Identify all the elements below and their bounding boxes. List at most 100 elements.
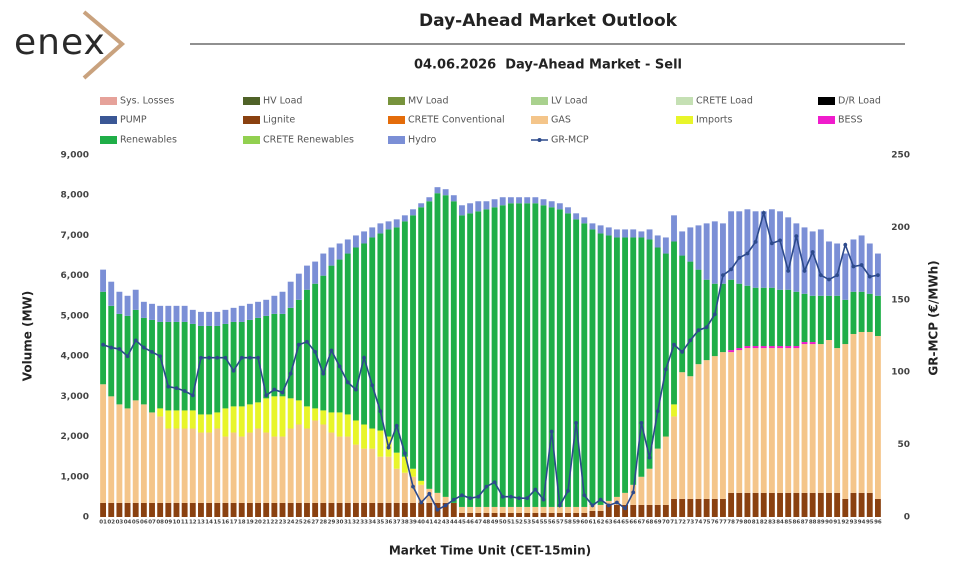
legend-swatch — [388, 136, 405, 144]
x-tick-label: 57 — [556, 520, 564, 526]
price-marker — [386, 445, 391, 450]
bar-segment — [295, 502, 302, 517]
x-tick-label: 19 — [246, 520, 254, 526]
bar-segment — [108, 281, 115, 306]
x-tick-label: 94 — [858, 520, 866, 526]
price-marker — [557, 503, 562, 508]
price-marker — [402, 451, 407, 456]
bar-segment — [189, 309, 196, 324]
x-tick-label: 01 — [99, 520, 107, 526]
legend-swatch — [243, 136, 260, 144]
bar-segment — [328, 265, 335, 413]
price-marker — [223, 355, 228, 360]
bar-segment — [450, 195, 457, 202]
bar-segment — [165, 410, 172, 429]
bar-segment — [793, 348, 800, 493]
x-tick-label: 45 — [458, 520, 466, 526]
bar-segment — [834, 348, 841, 493]
bar-segment — [475, 512, 482, 517]
bar-segment — [548, 207, 555, 507]
x-tick-label: 93 — [850, 520, 858, 526]
bar-segment — [361, 231, 368, 244]
x-tick-label: 91 — [833, 520, 841, 526]
legend-swatch — [531, 97, 548, 105]
bar-segment — [312, 408, 319, 421]
chart-subtitle: 04.06.2026 Day-Ahead Market - Sell — [414, 58, 682, 73]
bar-segment — [336, 412, 343, 437]
x-tick-label: 18 — [238, 520, 246, 526]
x-tick-label: 12 — [189, 520, 197, 526]
bar-segment — [662, 253, 669, 437]
bar-segment — [442, 496, 449, 503]
bar-segment — [352, 444, 359, 503]
bar-segment — [817, 492, 824, 517]
bar-segment — [157, 416, 164, 503]
x-tick-label: 28 — [319, 520, 327, 526]
bar-segment — [630, 504, 637, 517]
x-tick-label: 51 — [507, 520, 515, 526]
bar-segment — [622, 229, 629, 238]
price-marker — [337, 364, 342, 369]
price-marker — [818, 273, 823, 278]
bar-segment — [768, 348, 775, 493]
bar-segment — [410, 215, 416, 469]
bar-segment — [320, 410, 327, 425]
legend-label: HV Load — [263, 96, 302, 107]
y2-tick-label: 100 — [891, 368, 910, 378]
bar-segment — [573, 219, 580, 507]
price-marker — [256, 355, 260, 360]
price-marker — [174, 386, 179, 391]
bar-segment — [255, 428, 261, 503]
bar-segment — [589, 223, 596, 230]
x-tick-label: 96 — [874, 520, 882, 526]
bar-segment — [132, 400, 139, 503]
bar-segment — [605, 227, 612, 236]
x-tick-label: 15 — [213, 520, 221, 526]
bar-segment — [157, 502, 164, 517]
price-marker — [484, 484, 489, 489]
x-tick-label: 49 — [491, 520, 499, 526]
price-marker — [525, 496, 530, 501]
bar-segment — [760, 211, 767, 288]
price-marker — [296, 342, 301, 347]
bar-segment — [752, 211, 759, 288]
bar-segment — [173, 502, 180, 517]
price-marker — [508, 494, 513, 499]
bar-segment — [785, 492, 792, 517]
legend-swatch — [100, 136, 117, 144]
y2-tick-label: 0 — [904, 513, 910, 523]
bar-segment — [255, 402, 261, 429]
price-marker — [582, 493, 587, 498]
bar-segment — [442, 502, 449, 517]
bar-segment — [140, 404, 147, 503]
x-tick-label: 56 — [548, 520, 556, 526]
bar-segment — [777, 289, 783, 347]
bar-segment — [556, 209, 563, 507]
price-marker — [672, 342, 676, 347]
bar-segment — [352, 247, 359, 421]
bar-segment — [328, 412, 335, 433]
bar-segment — [720, 498, 726, 517]
bar-segment — [312, 283, 319, 409]
bar-segment — [793, 223, 800, 292]
x-tick-label: 29 — [328, 520, 336, 526]
price-marker — [305, 339, 309, 344]
bar-segment — [785, 217, 792, 290]
logo-chevron — [82, 10, 126, 80]
bar-segment — [377, 502, 384, 517]
bar-segment — [679, 231, 686, 256]
price-marker — [427, 491, 432, 496]
price-marker — [647, 455, 652, 460]
bar-segment — [434, 492, 441, 503]
bar-segment — [165, 321, 172, 411]
x-tick-label: 26 — [303, 520, 311, 526]
bar-segment — [361, 502, 368, 517]
bar-segment — [181, 502, 188, 517]
bar-segment — [344, 239, 351, 254]
bar-segment — [238, 406, 245, 437]
price-marker — [851, 264, 856, 269]
bar-segment — [344, 414, 351, 437]
bar-segment — [401, 472, 408, 503]
price-marker — [109, 345, 114, 350]
